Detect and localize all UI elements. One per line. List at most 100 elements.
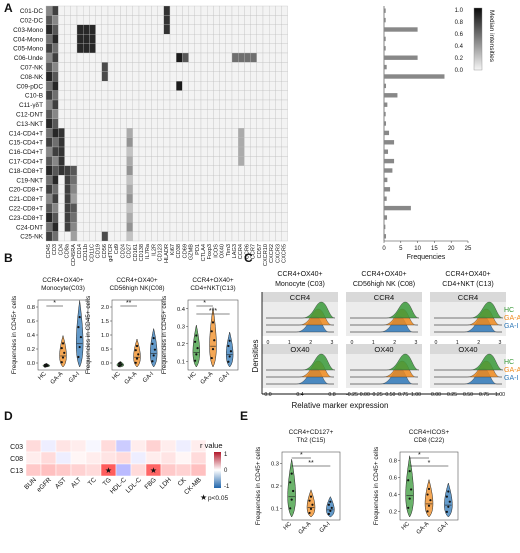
y-axis-label: Frequencies in CD45+ cells (255, 447, 262, 525)
heatmap-cell (101, 128, 109, 138)
heatmap-cell (188, 5, 195, 16)
group-label: GA-A (50, 371, 65, 386)
corr-cell (160, 439, 177, 453)
heatmap-cell (200, 24, 208, 35)
heatmap-cell (244, 34, 251, 44)
data-point (327, 503, 330, 506)
strip-label: CCR4 (458, 293, 478, 302)
heatmap-cell (114, 109, 121, 119)
corr-cell (115, 439, 132, 453)
freq-bar (384, 130, 390, 136)
heatmap-cell (101, 5, 109, 16)
freq-bar (384, 149, 389, 154)
heatmap-cell (244, 231, 251, 242)
heatmap-cell (76, 43, 84, 54)
heatmap-cell (52, 62, 59, 72)
heatmap-cell (219, 81, 226, 91)
heatmap-cell (114, 5, 121, 16)
heatmap-cell (101, 109, 109, 119)
corr-cell (40, 439, 57, 453)
heatmap-cell (188, 99, 195, 110)
heatmap-cell (219, 90, 226, 101)
freq-bar (384, 224, 386, 230)
heatmap-cell (250, 222, 257, 232)
heatmap-cell (101, 231, 109, 242)
heatmap-cell (225, 118, 233, 129)
heatmap-cell (213, 165, 220, 176)
heatmap-cell (244, 146, 251, 157)
heatmap-cell (145, 109, 152, 119)
heatmap-cell (238, 43, 245, 54)
heatmap-cell (207, 5, 214, 16)
data-point (134, 361, 137, 364)
density-curve (350, 301, 420, 319)
corr-cell (85, 463, 102, 477)
heatmap-cell (213, 156, 220, 166)
heatmap-cell (169, 71, 177, 82)
heatmap-cell (132, 71, 140, 82)
heatmap-row-label: C07-NK (20, 64, 43, 71)
heatmap-cell (157, 128, 164, 138)
heatmap-cell (126, 184, 133, 195)
heatmap-cell (89, 222, 96, 232)
heatmap-cell (256, 128, 264, 138)
strip (346, 344, 422, 354)
freq-bar (384, 187, 391, 192)
heatmap-cell (275, 62, 282, 72)
heatmap-cell (45, 231, 53, 242)
heatmap-cell (101, 222, 109, 232)
data-point (210, 356, 213, 360)
heatmap-cell (138, 146, 146, 157)
heatmap-col-label: CD4 (58, 244, 64, 255)
heatmap-cell (225, 156, 233, 166)
heatmap-cell (262, 5, 270, 16)
corr-cell (25, 439, 42, 453)
heatmap-cell (64, 43, 71, 54)
heatmap-cell (120, 203, 127, 213)
panel-letter-a: A (4, 1, 13, 15)
heatmap-cell (256, 222, 264, 232)
strip (430, 292, 506, 302)
heatmap-cell (132, 5, 140, 16)
heatmap-cell (126, 5, 133, 16)
heatmap-cell (231, 52, 239, 63)
y-tick-label: 0.0 (27, 361, 35, 367)
heatmap-cell (58, 128, 65, 138)
heatmap-cell (83, 193, 90, 204)
heatmap-col-label: IL2R (151, 244, 157, 256)
heatmap-cell (213, 184, 220, 195)
heatmap-cell (207, 231, 214, 242)
heatmap-cell (58, 81, 65, 91)
heatmap-cell (250, 118, 257, 129)
data-point (134, 349, 137, 352)
freq-bar (384, 196, 387, 201)
heatmap-cell (132, 203, 140, 213)
y-tick-label: 0.1 (271, 507, 279, 513)
heatmap-cell (89, 137, 96, 148)
x-tick-label: 3 (499, 340, 502, 346)
heatmap-row-label: C19-NKT (16, 177, 43, 184)
heatmap-cell (269, 193, 276, 204)
heatmap-cell (114, 184, 121, 195)
freq-tick-label: 10 (414, 246, 421, 252)
corr-sig-star: ★ (150, 466, 157, 475)
heatmap-cell (256, 34, 264, 44)
heatmap-cell (76, 156, 84, 166)
heatmap-cell (76, 15, 84, 25)
heatmap-cell (194, 231, 202, 242)
group-label: GA-I (68, 371, 81, 384)
heatmap-cell (256, 109, 264, 119)
heatmap-cell (114, 146, 121, 157)
heatmap-cell (76, 212, 84, 223)
heatmap-cell (138, 15, 146, 25)
heatmap-cell (145, 62, 152, 72)
heatmap-cell (83, 24, 90, 35)
plot-title: CCR4+OX40+ (192, 277, 233, 284)
data-point (227, 360, 230, 363)
heatmap-cell (188, 34, 195, 44)
heatmap-cell (52, 231, 59, 242)
heatmap-cell (176, 193, 183, 204)
heatmap-row-label: C01-DC (20, 8, 43, 15)
sig-mark: * (53, 300, 56, 307)
